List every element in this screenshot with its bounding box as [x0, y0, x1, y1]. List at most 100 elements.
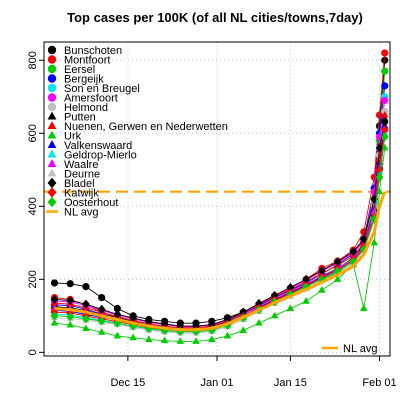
data-point-16-2: [82, 314, 90, 324]
legend-label-15: Katwijk: [64, 188, 99, 200]
legend-item-13: Deurne: [47, 168, 100, 181]
data-point-16-18: [333, 266, 342, 276]
y-tick-label-4: 800: [27, 51, 39, 69]
x-tick-label-0: Dec 15: [110, 377, 145, 389]
data-point-9-10: [207, 335, 216, 343]
legend-label-10: Valkenswaard: [64, 140, 132, 152]
data-point-0-23: [381, 56, 389, 64]
data-point-8-23: [380, 110, 389, 118]
series-line-17: [54, 191, 387, 332]
legend-label-14: Bladel: [64, 178, 95, 190]
series-line-13: [54, 136, 386, 334]
data-point-14-0: [50, 294, 59, 304]
data-point-1-23: [381, 49, 389, 57]
data-point-9-18: [333, 275, 342, 282]
legend-item-17: NL avg: [46, 207, 98, 219]
legend-item-10: Valkenswaard: [47, 140, 132, 152]
data-point-14-4: [113, 309, 122, 319]
legend-item-0: Bunschoten: [47, 45, 122, 57]
x-tick-label-2: Jan 15: [274, 377, 307, 389]
legend-swatch-10: [47, 140, 57, 148]
data-point-9-14: [270, 311, 279, 319]
x-tick-label-3: Feb 01: [362, 377, 396, 389]
legend-swatch-8: [47, 121, 57, 129]
series-line-11: [54, 133, 386, 332]
series-line-5: [54, 100, 386, 328]
data-point-14-3: [97, 304, 106, 314]
data-point-16-1: [66, 312, 74, 322]
legend-swatch-11: [47, 149, 57, 158]
data-point-14-13: [255, 298, 263, 308]
data-point-14-16: [302, 274, 310, 284]
legend-item-7: Putten: [47, 111, 96, 124]
legend-swatch-5: [47, 93, 57, 102]
data-point-0-1: [66, 280, 74, 288]
legend-label-11: Geldrop-Mierlo: [64, 150, 137, 162]
legend-item-6: Helmond: [47, 102, 108, 114]
data-point-9-16: [302, 297, 310, 304]
legend-swatch-13: [47, 168, 57, 177]
legend-label-2: Eersel: [64, 64, 95, 76]
legend-swatch-2: [47, 64, 57, 74]
data-point-9-3: [97, 328, 106, 335]
data-point-14-23: [380, 117, 389, 127]
data-point-0-0: [50, 279, 59, 287]
legend-label-9: Urk: [64, 131, 82, 143]
data-point-9-11: [223, 331, 232, 339]
legend-bottom-right: NL avg: [322, 343, 377, 355]
data-point-9-0: [50, 318, 59, 326]
legend-label-16: Oosterhout: [64, 197, 118, 209]
data-point-14-19: [349, 247, 358, 257]
data-point-14-6: [145, 317, 153, 327]
legend-item-2: Eersel: [47, 64, 95, 76]
data-point-14-17: [318, 266, 326, 276]
data-point-16-3: [97, 316, 106, 326]
legend-label-8: Nuenen, Gerwen en Nederwetten: [64, 121, 228, 133]
series-14: [50, 117, 389, 331]
data-point-14-1: [66, 296, 74, 306]
data-point-14-22: [375, 143, 384, 153]
data-point-9-7: [160, 336, 169, 344]
chart-title: Top cases per 100K (of all NL cities/tow…: [67, 10, 363, 25]
data-point-14-7: [160, 319, 169, 329]
legend-item-9: Urk: [47, 130, 82, 143]
data-point-9-5: [129, 333, 137, 341]
legend-item-12: Waalre: [47, 159, 98, 171]
legend-label-6: Helmond: [64, 102, 108, 114]
legend-label-0: Bunschoten: [64, 45, 122, 57]
legend-swatch-7: [47, 111, 57, 120]
data-point-16-22: [375, 172, 384, 182]
data-point-16-19: [349, 257, 358, 267]
legend-item-16: Oosterhout: [47, 196, 118, 209]
x-tick-label-1: Jan 01: [200, 377, 233, 389]
data-point-0-4: [113, 304, 121, 313]
legend-swatch-12: [47, 159, 57, 167]
data-point-16-4: [113, 318, 122, 328]
legend-label-17: NL avg: [64, 207, 98, 219]
legend-swatch-0: [47, 45, 57, 55]
axes: 0 200 400 600 800 Dec 15 Jan 01 Jan 15 Feb 01: [27, 51, 397, 389]
data-point-9-1: [66, 320, 74, 328]
legend-swatch-1: [47, 55, 57, 64]
data-point-9-6: [145, 335, 153, 343]
legend-swatch-16: [47, 196, 57, 208]
data-point-9-4: [113, 331, 122, 339]
series-9: [50, 143, 389, 344]
y-tick-label-3: 600: [27, 124, 39, 142]
series-line-9: [54, 147, 386, 342]
data-point-12-21: [370, 207, 379, 215]
y-tick-label-0: 0: [27, 349, 39, 355]
data-point-15-22: [375, 165, 384, 175]
data-point-9-2: [82, 324, 90, 332]
legend-label-12: Waalre: [64, 159, 98, 171]
data-point-5-23: [381, 96, 389, 105]
legend-label-5: Amersfoort: [64, 93, 118, 105]
legend-swatch-9: [47, 130, 57, 139]
legend-item-3: Bergeijk: [47, 74, 104, 86]
series-group: [50, 49, 389, 344]
legend-item-5: Amersfoort: [47, 93, 118, 105]
data-point-2-23: [381, 67, 389, 75]
data-point-9-13: [255, 318, 263, 326]
